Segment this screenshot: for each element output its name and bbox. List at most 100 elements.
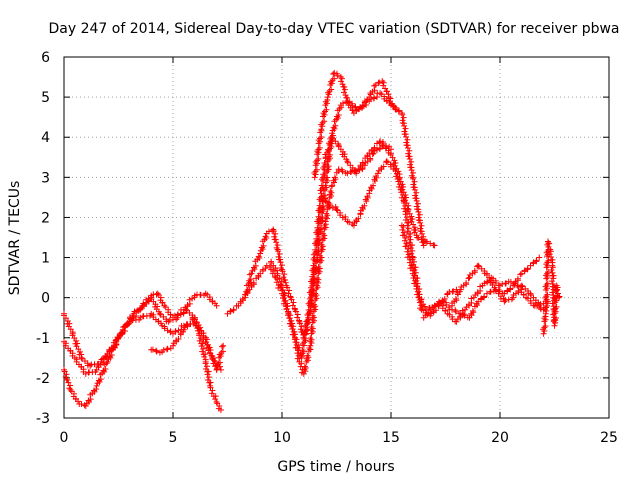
data-point [309, 312, 316, 319]
data-point [305, 348, 312, 355]
data-point [405, 153, 412, 160]
data-point [170, 342, 176, 349]
data-point [383, 158, 390, 165]
data-point [371, 148, 378, 155]
data-point [408, 158, 415, 165]
y-tick-label: 0 [41, 291, 50, 307]
series-track-f [241, 90, 427, 341]
data-point [415, 288, 422, 295]
data-point [277, 281, 284, 288]
data-point [420, 242, 427, 249]
y-tick-label: 5 [41, 90, 50, 106]
data-point [320, 171, 327, 178]
data-point [355, 215, 362, 222]
data-points [60, 70, 563, 413]
data-point [294, 311, 301, 318]
data-point [406, 156, 413, 163]
data-point [408, 265, 415, 272]
data-point [542, 323, 549, 330]
data-point [431, 302, 438, 309]
data-point [394, 170, 401, 177]
data-point [544, 280, 551, 287]
data-point [306, 295, 313, 302]
data-point [403, 133, 410, 140]
data-point [164, 345, 171, 352]
data-point [361, 202, 368, 209]
data-point [160, 347, 167, 354]
data-point [414, 206, 421, 213]
data-point [321, 118, 328, 125]
data-point [313, 235, 320, 242]
data-point [399, 186, 406, 193]
data-point [286, 315, 293, 322]
data-point [276, 256, 283, 263]
data-point [339, 168, 346, 175]
series-track-d [148, 314, 224, 413]
data-point [552, 315, 559, 322]
data-point [548, 278, 555, 285]
data-point [326, 88, 333, 95]
data-point [316, 144, 323, 151]
data-point [415, 200, 422, 207]
data-point [276, 275, 283, 282]
y-tick-label: -1 [36, 331, 50, 347]
data-point [104, 358, 111, 365]
data-point [358, 104, 365, 111]
data-point [331, 174, 338, 181]
data-point [371, 82, 378, 89]
data-point [332, 122, 339, 129]
data-point [380, 79, 387, 86]
data-point [401, 205, 408, 212]
data-point [353, 106, 360, 113]
data-point [392, 106, 399, 113]
data-point [399, 191, 406, 198]
data-point [554, 284, 561, 291]
data-point [407, 244, 414, 251]
y-tick-label: 4 [41, 130, 50, 146]
data-point [93, 382, 100, 389]
data-point [184, 322, 191, 329]
data-point [403, 142, 410, 149]
data-point [307, 335, 314, 342]
data-point [524, 265, 531, 272]
data-point [331, 70, 338, 77]
data-point [341, 86, 348, 93]
data-point [374, 170, 381, 177]
data-point [329, 204, 336, 211]
data-point [278, 278, 285, 285]
data-point [412, 277, 419, 284]
data-point [197, 335, 204, 342]
data-point [367, 155, 374, 162]
data-point [321, 159, 328, 166]
data-point [352, 103, 359, 110]
data-point [422, 312, 429, 319]
data-point [75, 398, 82, 405]
data-point [216, 359, 223, 366]
data-point [416, 299, 423, 306]
data-point [517, 271, 524, 278]
data-point [66, 320, 73, 327]
data-point [335, 140, 342, 147]
data-point [377, 138, 384, 145]
series-track-m [540, 238, 563, 337]
data-point [97, 376, 104, 383]
data-point [396, 181, 403, 188]
data-point [271, 236, 278, 243]
data-point [335, 111, 342, 118]
data-point [274, 267, 281, 274]
data-point [183, 306, 190, 313]
data-point [405, 219, 412, 226]
data-point [544, 291, 551, 298]
y-tick-label: -2 [36, 371, 50, 387]
data-point [375, 80, 382, 87]
data-point [207, 379, 214, 386]
data-point [408, 167, 415, 174]
data-point [547, 248, 554, 255]
data-point [402, 211, 409, 218]
data-point [404, 248, 411, 255]
data-point [329, 135, 336, 142]
data-point [465, 275, 472, 282]
data-point [309, 273, 316, 280]
x-tick-label: 25 [600, 430, 618, 446]
data-point [405, 225, 412, 232]
